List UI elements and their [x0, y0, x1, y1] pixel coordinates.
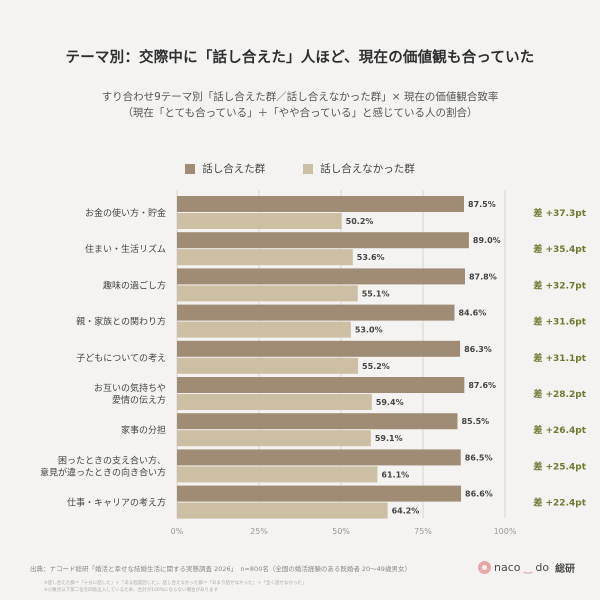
- data-label-group-b: 61.1%: [381, 470, 409, 479]
- logo-suffix: 総研: [555, 564, 576, 575]
- footer-source: 出典：ナコード総研「婚活と幸せな結婚生活に関する実態調査 2026」 n=800…: [30, 565, 411, 573]
- difference-label: 差 +35.4pt: [533, 243, 586, 255]
- category-label: 愛情の伝え方: [112, 394, 166, 406]
- footer-note-2: ※小数点以下第二位を四捨五入しているため、合計が100%にならない場合があります: [44, 588, 218, 593]
- data-label-group-b: 64.2%: [392, 507, 420, 516]
- difference-label: 差 +26.4pt: [533, 424, 586, 436]
- bar-group-a: [177, 232, 469, 249]
- x-tick-label-0: 0%: [171, 527, 184, 536]
- bar-group-b: [177, 430, 371, 447]
- legend-swatch-group-b: [303, 163, 314, 174]
- subtitle-line-2: （現在「とても合っている」＋「やや合っている」と感じている人の割合）: [122, 107, 478, 119]
- chart-subtitle: すり合わせ9テーマ別「話し合えた群／話し合えなかった群」× 現在の価値観合致率 …: [0, 89, 600, 121]
- category-label: お互いの気持ちや: [94, 382, 166, 394]
- difference-label: 差 +25.4pt: [533, 460, 586, 472]
- difference-label: 差 +37.3pt: [533, 207, 586, 219]
- bar-group-b: [177, 321, 351, 338]
- category-label: 親・家族との関わり方: [76, 316, 166, 328]
- chart-legend: 話し合えた群 話し合えなかった群: [0, 161, 600, 176]
- legend-item-group-b: 話し合えなかった群: [303, 161, 415, 176]
- difference-label: 差 +32.7pt: [533, 279, 586, 291]
- x-tick-label-100: 100%: [494, 527, 517, 536]
- brand-logo: naco ‿ do 総研: [478, 560, 575, 575]
- bar-group-a: [177, 413, 458, 430]
- x-tick-label-25: 25%: [250, 527, 268, 536]
- difference-label: 差 +31.1pt: [533, 352, 586, 364]
- legend-item-group-a: 話し合えた群: [185, 161, 265, 176]
- legend-label-group-b: 話し合えなかった群: [320, 163, 415, 175]
- data-label-group-b: 59.1%: [375, 434, 403, 443]
- data-label-group-a: 89.0%: [473, 236, 501, 245]
- category-label: 困ったときの支え合い方、: [58, 454, 166, 466]
- data-label-group-b: 55.1%: [362, 289, 390, 298]
- data-label-group-a: 86.5%: [465, 453, 493, 462]
- footer-note-1: ※話し合えた群＝「十分に話した」＋「ある程度話した」、話し合えなかった群＝「あま…: [44, 581, 307, 586]
- bar-group-a: [177, 449, 461, 466]
- difference-label: 差 +22.4pt: [533, 497, 586, 509]
- category-label: 仕事・キャリアの考え方: [67, 497, 166, 509]
- data-label-group-a: 84.6%: [458, 309, 486, 318]
- logo-mark-icon: [478, 561, 491, 574]
- category-label: 意見が違ったときの向き合い方: [40, 466, 166, 478]
- bar-group-a: [177, 377, 465, 393]
- data-label-group-a: 87.8%: [469, 272, 497, 281]
- bar-group-b: [177, 357, 359, 374]
- bar-group-a: [177, 268, 465, 285]
- difference-label: 差 +31.6pt: [533, 316, 586, 328]
- bar-group-a: [177, 304, 455, 321]
- bar-group-b: [177, 502, 388, 519]
- data-label-group-b: 59.4%: [376, 398, 404, 407]
- data-label-group-b: 50.2%: [346, 217, 374, 226]
- x-tick-label-50: 50%: [332, 527, 350, 536]
- data-label-group-a: 85.5%: [461, 417, 489, 426]
- bar-group-a: [177, 340, 461, 357]
- category-label: お金の使い方・貯金: [85, 207, 166, 219]
- logo-text-right: do: [535, 561, 550, 574]
- data-label-group-a: 86.6%: [465, 490, 493, 499]
- category-label: 家事の分担: [121, 424, 166, 436]
- x-tick-label-75: 75%: [414, 527, 432, 536]
- legend-swatch-group-a: [185, 163, 196, 174]
- category-label: 趣味の過ごし方: [103, 279, 166, 291]
- data-label-group-b: 53.6%: [357, 253, 385, 262]
- bar-group-b: [177, 394, 372, 410]
- data-label-group-b: 53.0%: [355, 326, 383, 335]
- bar-group-a: [177, 196, 464, 212]
- category-label: 子どもについての考え: [76, 353, 166, 364]
- data-label-group-a: 86.3%: [464, 345, 492, 354]
- logo-text-left: naco: [494, 561, 521, 574]
- category-label: 住まい・生活リズム: [85, 243, 166, 255]
- subtitle-line-1: すり合わせ9テーマ別「話し合えた群／話し合えなかった群」× 現在の価値観合致率: [101, 91, 499, 103]
- data-label-group-a: 87.6%: [468, 381, 496, 390]
- bar-group-b: [177, 466, 378, 483]
- bar-group-b: [177, 249, 353, 266]
- chart-title: テーマ別：交際中に「話し合えた」人ほど、現在の価値観も合っていた: [65, 50, 535, 66]
- legend-label-group-a: 話し合えた群: [202, 163, 266, 175]
- bar-group-b: [177, 213, 342, 229]
- difference-label: 差 +28.2pt: [533, 388, 586, 400]
- data-label-group-a: 87.5%: [468, 200, 496, 209]
- bar-group-a: [177, 485, 462, 502]
- data-label-group-b: 55.2%: [362, 362, 390, 371]
- bar-group-b: [177, 285, 358, 302]
- logo-arc-icon: ‿: [523, 561, 533, 574]
